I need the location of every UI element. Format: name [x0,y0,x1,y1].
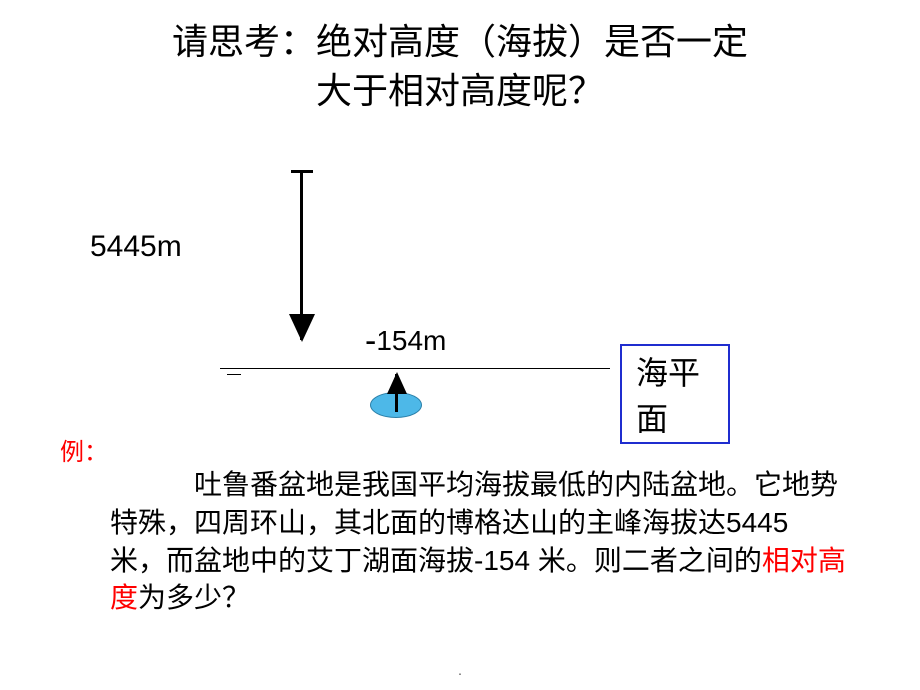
body-t4: 为多少？ [138,583,250,614]
body-t3: 米。则二者之间的 [538,546,762,577]
sea-level-tick [227,374,241,375]
body-n2: -154 [474,545,538,576]
example-label: 例： [60,432,108,467]
title-line-1: 请思考：绝对高度（海拔）是否一定 [172,22,748,62]
example-body-text: 吐鲁番盆地是我国平均海拔最低的内陆盆地。它地势特殊，四周环山，其北面的博格达山的… [110,468,850,618]
peak-elevation-label: 5445m [90,230,182,264]
elevation-diagram: 5445m -154m 海平面 [90,160,730,420]
down-arrow-icon [300,170,303,340]
footer-dot: . [458,664,462,680]
sea-level-line [220,368,610,369]
up-arrow-icon [395,374,398,412]
body-n1: 5445 [726,507,788,538]
body-indent [110,470,194,501]
basin-value: 154m [376,325,446,356]
question-title: 请思考：绝对高度（海拔）是否一定 大于相对高度呢？ [50,18,870,115]
negative-sign: - [365,322,376,360]
title-line-2: 大于相对高度呢？ [316,71,604,111]
basin-elevation-label: -154m [365,322,446,361]
sea-level-label-box: 海平面 [620,344,730,444]
body-t2: 米，而盆地中的艾丁湖面海拔 [110,546,474,577]
